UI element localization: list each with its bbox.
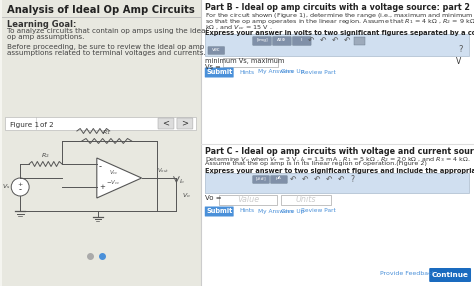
Text: -: - [99, 162, 102, 172]
Text: <: < [163, 118, 170, 128]
FancyBboxPatch shape [253, 37, 271, 45]
Text: kΩ , and $V_{cc}$ = 15 V .: kΩ , and $V_{cc}$ = 15 V . [205, 23, 273, 32]
Text: Assume that the op amp is in its linear region of operation.(Figure 2): Assume that the op amp is in its linear … [205, 161, 427, 166]
Text: Determine $V_o$ when $V_s$ = 3 V, $I_s$ = 1.5 mA , $R_1$ = 5 kΩ , $R_2$ = 20 kΩ : Determine $V_o$ when $V_s$ = 3 V, $I_s$ … [205, 155, 471, 164]
Text: Continue: Continue [432, 272, 469, 278]
Polygon shape [97, 158, 142, 198]
Text: Part C - Ideal op amp circuits with voltage and current sources: Part C - Ideal op amp circuits with volt… [205, 147, 474, 156]
FancyBboxPatch shape [205, 67, 234, 78]
Text: ↶: ↶ [319, 35, 326, 45]
Text: Before proceeding, be sure to review the ideal op amp: Before proceeding, be sure to review the… [7, 44, 205, 50]
FancyBboxPatch shape [354, 37, 365, 45]
Text: Vo =: Vo = [205, 195, 222, 201]
Text: My Answers: My Answers [258, 208, 293, 214]
Text: Express your answer in volts to two significant figures separated by a comma.: Express your answer in volts to two sign… [205, 30, 474, 36]
Text: My Answers: My Answers [258, 69, 293, 74]
Text: [img]: [img] [256, 38, 268, 42]
Text: AΣΦ: AΣΦ [277, 38, 286, 42]
Text: μA: μA [276, 176, 282, 180]
FancyBboxPatch shape [253, 176, 269, 183]
FancyBboxPatch shape [205, 34, 469, 56]
Text: Part B - Ideal op amp circuits with a voltage source: part 2: Part B - Ideal op amp circuits with a vo… [205, 3, 470, 12]
Text: ↶: ↶ [326, 174, 332, 184]
Text: so that the op amp operates in the linear region. Assume that $R_1$ = 4 kΩ , $R_: so that the op amp operates in the linea… [205, 17, 474, 26]
Text: ↶: ↶ [290, 174, 296, 184]
Text: minimum Vs, maximum: minimum Vs, maximum [205, 58, 285, 64]
Text: Provide Feedback: Provide Feedback [381, 271, 436, 276]
Text: To analyze circuits that contain op amps using the ideal: To analyze circuits that contain op amps… [7, 28, 208, 34]
Text: ↶: ↶ [301, 174, 308, 184]
Text: ?: ? [351, 174, 355, 184]
Text: ↶: ↶ [331, 35, 338, 45]
FancyBboxPatch shape [158, 118, 174, 129]
Text: Value: Value [237, 194, 259, 204]
Text: Review Part: Review Part [301, 69, 336, 74]
Text: II: II [301, 38, 303, 42]
Text: ↶: ↶ [314, 174, 320, 184]
Text: ↶: ↶ [337, 174, 344, 184]
FancyBboxPatch shape [429, 268, 471, 282]
Text: ↶: ↶ [344, 35, 350, 45]
Text: ?: ? [459, 45, 463, 55]
Text: $I_o$: $I_o$ [180, 178, 186, 186]
FancyBboxPatch shape [205, 173, 469, 193]
Text: -: - [18, 186, 22, 194]
FancyBboxPatch shape [208, 47, 225, 54]
Text: Submit: Submit [206, 69, 232, 75]
Text: assumptions related to terminal voltages and currents.: assumptions related to terminal voltages… [7, 50, 206, 56]
FancyBboxPatch shape [219, 195, 277, 205]
Text: $R_2$: $R_2$ [41, 151, 49, 160]
FancyBboxPatch shape [205, 206, 234, 217]
Text: >: > [182, 118, 188, 128]
Text: Hints: Hints [239, 69, 254, 74]
Text: +: + [18, 182, 23, 186]
Text: of 2: of 2 [40, 122, 54, 128]
FancyBboxPatch shape [273, 37, 291, 45]
Text: [##]: [##] [255, 176, 266, 180]
Text: V: V [456, 57, 461, 67]
Text: $V_{out}$: $V_{out}$ [157, 166, 170, 175]
Text: $-V_{cc}$: $-V_{cc}$ [107, 178, 121, 187]
Text: ↶: ↶ [308, 35, 314, 45]
Text: Analysis of Ideal Op Amp Circuits: Analysis of Ideal Op Amp Circuits [7, 5, 195, 15]
Text: $V_s$: $V_s$ [2, 182, 10, 191]
FancyBboxPatch shape [281, 195, 331, 205]
Text: $V_o$: $V_o$ [182, 192, 191, 200]
Text: Hints: Hints [239, 208, 254, 214]
Text: Give Up: Give Up [281, 69, 304, 74]
Text: vec: vec [212, 47, 220, 52]
Text: Review Part: Review Part [301, 208, 336, 214]
Text: Express your answer to two significant figures and include the appropriate units: Express your answer to two significant f… [205, 168, 474, 174]
Text: $R_1$: $R_1$ [102, 128, 111, 137]
Text: +: + [99, 184, 105, 190]
FancyBboxPatch shape [271, 176, 287, 183]
FancyBboxPatch shape [177, 118, 193, 129]
Text: For the circuit shown (Figure 1), determine the range (i.e., maximum and minimum: For the circuit shown (Figure 1), determ… [205, 11, 474, 20]
Text: $V_{cc}$: $V_{cc}$ [109, 168, 118, 177]
FancyBboxPatch shape [5, 117, 196, 130]
FancyBboxPatch shape [292, 37, 311, 45]
FancyBboxPatch shape [201, 0, 474, 286]
Circle shape [11, 178, 29, 196]
FancyBboxPatch shape [223, 58, 278, 67]
FancyBboxPatch shape [2, 0, 201, 286]
Text: Figure 1: Figure 1 [10, 122, 39, 128]
Text: Submit: Submit [206, 208, 232, 214]
Text: Vs =: Vs = [205, 64, 221, 70]
Text: Learning Goal:: Learning Goal: [7, 20, 77, 29]
Text: Give Up: Give Up [281, 208, 304, 214]
Text: op amp assumptions.: op amp assumptions. [7, 34, 85, 40]
Text: Units: Units [296, 194, 316, 204]
